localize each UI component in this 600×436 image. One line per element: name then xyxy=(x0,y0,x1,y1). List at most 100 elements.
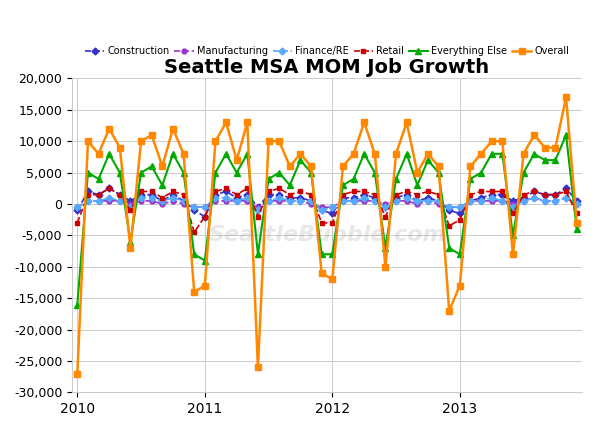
Retail xyxy=(95,192,102,197)
Retail xyxy=(85,192,92,197)
Finance/RE xyxy=(106,195,113,201)
Retail xyxy=(361,189,368,194)
Construction xyxy=(562,186,569,191)
Finance/RE xyxy=(509,204,517,210)
Retail xyxy=(435,192,442,197)
Manufacturing xyxy=(201,204,208,210)
Retail xyxy=(499,189,506,194)
Overall xyxy=(520,151,527,157)
Everything Else xyxy=(456,252,463,257)
Construction xyxy=(478,195,485,201)
Retail xyxy=(244,186,251,191)
Construction xyxy=(520,195,527,201)
Construction xyxy=(361,192,368,197)
Manufacturing xyxy=(286,198,293,204)
Overall xyxy=(275,139,283,144)
Construction xyxy=(180,198,187,204)
Construction xyxy=(212,192,219,197)
Overall xyxy=(541,145,548,150)
Retail xyxy=(201,214,208,219)
Finance/RE xyxy=(467,198,474,204)
Overall xyxy=(382,264,389,269)
Retail xyxy=(371,192,379,197)
Everything Else xyxy=(254,252,262,257)
Overall xyxy=(467,164,474,169)
Retail xyxy=(530,189,538,194)
Finance/RE xyxy=(530,195,538,201)
Everything Else xyxy=(541,157,548,163)
Retail xyxy=(350,189,357,194)
Everything Else xyxy=(573,227,580,232)
Overall xyxy=(297,151,304,157)
Construction xyxy=(74,208,81,213)
Finance/RE xyxy=(74,204,81,210)
Construction xyxy=(307,198,314,204)
Manufacturing xyxy=(424,198,431,204)
Overall xyxy=(435,164,442,169)
Finance/RE xyxy=(169,195,176,201)
Everything Else xyxy=(233,170,240,175)
Construction xyxy=(85,189,92,194)
Line: Retail: Retail xyxy=(75,186,579,235)
Manufacturing xyxy=(573,201,580,207)
Everything Else xyxy=(382,245,389,251)
Retail xyxy=(275,186,283,191)
Everything Else xyxy=(403,151,410,157)
Everything Else xyxy=(392,176,400,181)
Everything Else xyxy=(552,157,559,163)
Manufacturing xyxy=(233,198,240,204)
Finance/RE xyxy=(562,195,569,201)
Finance/RE xyxy=(435,198,442,204)
Manufacturing xyxy=(127,201,134,207)
Construction xyxy=(392,195,400,201)
Manufacturing xyxy=(169,198,176,204)
Construction xyxy=(244,192,251,197)
Manufacturing xyxy=(361,198,368,204)
Finance/RE xyxy=(116,198,124,204)
Overall xyxy=(169,126,176,131)
Manufacturing xyxy=(435,201,442,207)
Retail xyxy=(456,217,463,222)
Manufacturing xyxy=(137,198,145,204)
Title: Seattle MSA MOM Job Growth: Seattle MSA MOM Job Growth xyxy=(164,58,490,77)
Everything Else xyxy=(446,245,453,251)
Everything Else xyxy=(180,170,187,175)
Everything Else xyxy=(520,170,527,175)
Everything Else xyxy=(212,170,219,175)
Manufacturing xyxy=(467,198,474,204)
Everything Else xyxy=(169,151,176,157)
Construction xyxy=(340,195,347,201)
Construction xyxy=(223,189,230,194)
Manufacturing xyxy=(488,198,495,204)
Construction xyxy=(201,214,208,219)
Text: SeattleBubble.com: SeattleBubble.com xyxy=(208,225,446,245)
Retail xyxy=(562,189,569,194)
Retail xyxy=(169,189,176,194)
Overall xyxy=(201,283,208,288)
Manufacturing xyxy=(297,198,304,204)
Retail xyxy=(403,189,410,194)
Finance/RE xyxy=(233,198,240,204)
Construction xyxy=(159,198,166,204)
Overall xyxy=(478,151,485,157)
Everything Else xyxy=(499,151,506,157)
Overall xyxy=(212,139,219,144)
Finance/RE xyxy=(499,198,506,204)
Line: Finance/RE: Finance/RE xyxy=(75,195,579,213)
Finance/RE xyxy=(424,198,431,204)
Finance/RE xyxy=(148,195,155,201)
Finance/RE xyxy=(85,198,92,204)
Manufacturing xyxy=(275,198,283,204)
Overall xyxy=(106,126,113,131)
Overall xyxy=(148,133,155,138)
Finance/RE xyxy=(286,198,293,204)
Retail xyxy=(265,189,272,194)
Everything Else xyxy=(307,170,314,175)
Construction xyxy=(573,198,580,204)
Retail xyxy=(467,192,474,197)
Manufacturing xyxy=(350,198,357,204)
Retail xyxy=(414,192,421,197)
Finance/RE xyxy=(382,204,389,210)
Overall xyxy=(552,145,559,150)
Everything Else xyxy=(85,170,92,175)
